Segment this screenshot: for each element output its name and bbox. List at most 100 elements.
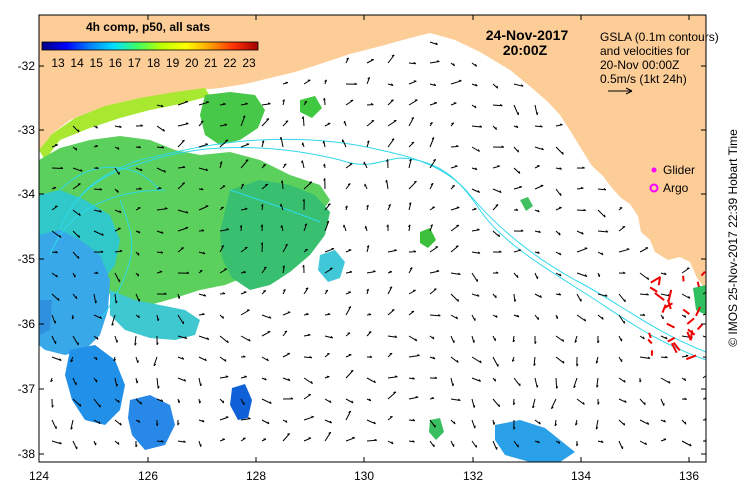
velocity-arrowhead — [580, 186, 584, 189]
velocity-arrowhead — [437, 314, 441, 317]
velocity-arrowhead — [366, 140, 370, 143]
velocity-arrowhead — [622, 271, 626, 274]
velocity-arrow — [302, 116, 305, 127]
velocity-arrow — [345, 163, 353, 169]
velocity-arrowhead — [153, 363, 157, 367]
velocity-arrowhead — [413, 61, 417, 65]
velocity-arrowhead — [248, 338, 251, 342]
velocity-arrowhead — [393, 391, 396, 393]
velocity-arrow — [345, 99, 354, 106]
velocity-arrowhead — [644, 442, 648, 445]
velocity-arrow — [576, 314, 586, 322]
velocity-arrow — [471, 356, 482, 364]
velocity-arrowhead — [117, 189, 119, 193]
velocity-arrow — [681, 267, 690, 274]
velocity-arrowhead — [99, 187, 103, 191]
velocity-arrowhead — [99, 209, 102, 213]
velocity-arrowhead — [518, 249, 522, 251]
velocity-arrowhead — [413, 250, 417, 253]
velocity-arrow — [261, 103, 271, 106]
float-track-segment — [657, 276, 661, 286]
x-tick-label: 128 — [246, 469, 266, 483]
velocity-arrow — [303, 356, 312, 359]
velocity-arrow — [153, 356, 158, 366]
velocity-arrowhead — [515, 208, 519, 211]
velocity-arrowhead — [538, 230, 541, 233]
velocity-arrowhead — [520, 84, 524, 87]
velocity-arrowhead — [368, 313, 372, 316]
velocity-arrowhead — [458, 79, 462, 82]
velocity-arrowhead — [532, 405, 535, 409]
velocity-arrow — [702, 375, 706, 379]
velocity-arrow — [261, 314, 272, 319]
velocity-arrow — [51, 272, 58, 278]
velocity-arrow — [345, 370, 354, 379]
velocity-arrowhead — [267, 102, 271, 105]
float-track-segment — [648, 332, 652, 339]
velocity-arrowhead — [323, 163, 326, 167]
velocity-arrow — [408, 355, 420, 358]
velocity-arrow — [429, 419, 436, 428]
velocity-arrow — [513, 167, 521, 174]
velocity-arrowhead — [495, 315, 498, 318]
velocity-arrowhead — [269, 316, 272, 319]
velocity-arrowhead — [95, 300, 97, 304]
velocity-arrow — [408, 99, 418, 106]
velocity-arrow — [618, 377, 626, 383]
velocity-arrowhead — [495, 127, 497, 130]
velocity-arrow — [93, 293, 97, 304]
velocity-arrowhead — [139, 187, 142, 190]
velocity-arrowhead — [284, 330, 288, 333]
velocity-arrow — [198, 293, 206, 297]
velocity-arrowhead — [409, 267, 413, 270]
velocity-arrowhead — [429, 122, 433, 125]
velocity-arrowhead — [385, 179, 388, 183]
colorbar-tick-label: 20 — [185, 56, 199, 70]
velocity-arrow — [387, 54, 395, 64]
y-tick-label: -35 — [18, 252, 36, 266]
velocity-arrow — [471, 440, 477, 448]
velocity-arrow — [156, 377, 159, 389]
velocity-arrowhead — [537, 251, 540, 254]
velocity-arrowhead — [263, 164, 266, 166]
velocity-arrowhead — [159, 270, 163, 273]
velocity-arrow — [219, 268, 228, 274]
velocity-arrowhead — [354, 82, 358, 85]
float-track-segment — [689, 330, 694, 341]
velocity-arrow — [429, 440, 435, 448]
velocity-arrowhead — [158, 187, 162, 189]
sst-patch-blue-south — [128, 395, 175, 450]
velocity-arrow — [408, 202, 412, 211]
velocity-arrow — [198, 101, 209, 106]
velocity-arrowhead — [116, 383, 118, 387]
velocity-arrowhead — [639, 379, 642, 383]
velocity-arrowhead — [346, 57, 349, 60]
velocity-arrow — [324, 335, 333, 339]
legend-arrowhead-icon — [625, 87, 633, 95]
velocity-arrow — [363, 161, 368, 169]
sst-patch-green-east — [693, 285, 706, 315]
velocity-arrowhead — [178, 400, 181, 404]
velocity-arrow — [387, 138, 395, 148]
velocity-arrow — [261, 183, 269, 190]
velocity-arrow — [156, 230, 164, 234]
velocity-arrow — [408, 117, 415, 127]
velocity-arrowhead — [408, 224, 411, 228]
velocity-arrowhead — [412, 418, 416, 422]
velocity-arrow — [198, 167, 208, 171]
velocity-arrowhead — [184, 336, 188, 339]
velocity-arrowhead — [200, 444, 202, 447]
velocity-arrowhead — [326, 220, 330, 224]
velocity-arrowhead — [160, 251, 164, 254]
time-label: 20:00Z — [503, 42, 548, 58]
velocity-arrow — [177, 377, 186, 382]
velocity-arrow — [429, 224, 433, 232]
velocity-arrowhead — [394, 249, 397, 251]
velocity-arrowhead — [456, 206, 460, 208]
velocity-arrow — [513, 186, 522, 190]
velocity-arrowhead — [138, 419, 141, 423]
velocity-arrowhead — [436, 269, 440, 272]
velocity-arrow — [114, 293, 117, 304]
velocity-arrow — [51, 230, 62, 238]
colorbar-tick-label: 21 — [204, 56, 218, 70]
